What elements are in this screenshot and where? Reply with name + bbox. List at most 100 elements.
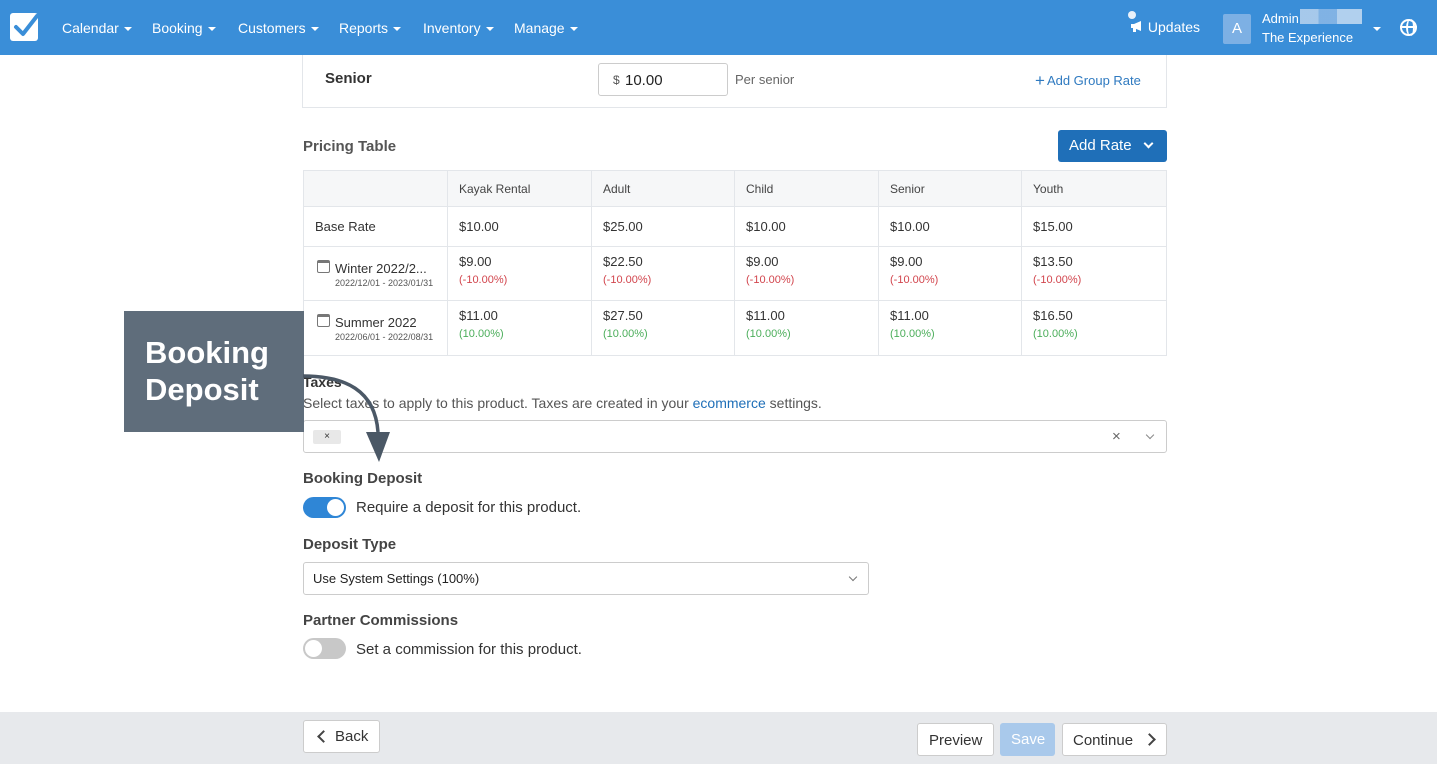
- caret-down-icon: [485, 27, 494, 32]
- caret-down-icon: [393, 27, 402, 32]
- continue-button[interactable]: Continue: [1062, 723, 1167, 756]
- redacted-name: [1300, 9, 1362, 24]
- table-cell: $9.00: [459, 254, 492, 269]
- percent-change: (-10.00%): [1033, 274, 1082, 286]
- nav-customers[interactable]: Customers: [238, 20, 319, 36]
- percent-change: (-10.00%): [890, 274, 939, 286]
- table-cell: $13.50: [1033, 254, 1073, 269]
- select-value: Use System Settings (100%): [313, 571, 480, 586]
- price-value[interactable]: 10.00: [625, 72, 663, 89]
- row-label: Base Rate: [315, 219, 376, 234]
- table-cell: $22.50: [603, 254, 643, 269]
- megaphone-icon: [1131, 21, 1141, 32]
- percent-change: (-10.00%): [603, 274, 652, 286]
- column-header: Senior: [890, 182, 925, 196]
- table-cell: $11.00: [746, 308, 785, 323]
- percent-change: (10.00%): [603, 328, 648, 340]
- table-cell: $15.00: [1033, 219, 1073, 234]
- callout-line: Booking: [145, 335, 269, 370]
- toggle-knob: [305, 640, 322, 657]
- deposit-type-title: Deposit Type: [303, 536, 397, 553]
- nav-booking[interactable]: Booking: [152, 20, 216, 36]
- clear-icon[interactable]: ×: [1112, 428, 1121, 445]
- ecommerce-link[interactable]: ecommerce: [692, 395, 766, 411]
- column-header: Youth: [1033, 182, 1064, 196]
- updates-link[interactable]: Updates: [1130, 19, 1200, 35]
- calendar-icon: [317, 314, 330, 327]
- top-navbar: Calendar Booking Customers Reports Inven…: [0, 0, 1437, 55]
- table-cell: $9.00: [890, 254, 923, 269]
- caret-down-icon: [123, 27, 132, 32]
- chevron-down-icon: [848, 572, 858, 582]
- footer-bar: [0, 712, 1437, 764]
- date-range: 2022/12/01 - 2023/01/31: [335, 278, 434, 288]
- row-label[interactable]: Summer 2022: [335, 315, 417, 330]
- table-cell: $16.50: [1033, 308, 1073, 323]
- nav-manage[interactable]: Manage: [514, 20, 578, 36]
- caret-down-icon: [569, 27, 578, 32]
- row-label[interactable]: Winter 2022/2...: [335, 261, 427, 276]
- preview-button[interactable]: Preview: [917, 723, 994, 756]
- company-name[interactable]: The Experience: [1262, 30, 1354, 45]
- rate-unit: Per senior: [735, 72, 795, 87]
- column-header: Adult: [603, 182, 631, 196]
- pricing-table-title: Pricing Table: [303, 138, 397, 155]
- save-button[interactable]: Save: [1000, 723, 1055, 756]
- table-cell: $25.00: [603, 219, 643, 234]
- callout-arrow-icon: [302, 374, 390, 462]
- rate-card: [302, 55, 1167, 108]
- deposit-toggle[interactable]: [303, 497, 346, 518]
- caret-down-icon: [310, 27, 319, 32]
- booking-deposit-title: Booking Deposit: [303, 470, 423, 487]
- table-cell: $10.00: [459, 219, 499, 234]
- chevron-right-icon: [1143, 733, 1156, 746]
- deposit-toggle-label: Require a deposit for this product.: [356, 499, 582, 516]
- table-cell: $10.00: [890, 219, 930, 234]
- commission-toggle-label: Set a commission for this product.: [356, 641, 582, 658]
- avatar[interactable]: A: [1223, 14, 1251, 44]
- plus-icon: +: [1035, 71, 1045, 90]
- table-cell: $27.50: [603, 308, 643, 323]
- notification-dot-icon: [1128, 11, 1136, 19]
- percent-change: (-10.00%): [746, 274, 795, 286]
- rate-label: Senior: [325, 70, 372, 87]
- percent-change: (10.00%): [1033, 328, 1078, 340]
- partner-commissions-title: Partner Commissions: [303, 612, 459, 629]
- percent-change: (10.00%): [459, 328, 504, 340]
- pricing-table: Kayak Rental Adult Child Senior Youth Ba…: [303, 170, 1167, 356]
- taxes-select[interactable]: × ×: [303, 420, 1167, 453]
- chevron-down-icon: [1143, 138, 1154, 149]
- nav-reports[interactable]: Reports: [339, 20, 402, 36]
- date-range: 2022/06/01 - 2022/08/31: [335, 332, 434, 342]
- table-cell: $10.00: [746, 219, 786, 234]
- percent-change: (10.00%): [746, 328, 791, 340]
- deposit-type-select[interactable]: Use System Settings (100%): [303, 562, 869, 595]
- add-rate-button[interactable]: Add Rate: [1058, 130, 1167, 162]
- chevron-left-icon: [317, 730, 330, 743]
- commission-toggle[interactable]: [303, 638, 346, 659]
- add-group-rate-link[interactable]: + Add Group Rate: [1035, 71, 1141, 90]
- admin-name[interactable]: Admin: [1262, 11, 1299, 26]
- table-cell: $11.00: [459, 308, 498, 323]
- percent-change: (10.00%): [890, 328, 935, 340]
- annotation-callout: Booking Deposit: [124, 311, 304, 432]
- checkmark-logo-icon[interactable]: [10, 13, 38, 41]
- table-cell: $11.00: [890, 308, 929, 323]
- percent-change: (-10.00%): [459, 274, 508, 286]
- chevron-down-icon[interactable]: [1145, 430, 1155, 440]
- callout-line: Deposit: [145, 372, 259, 407]
- back-button[interactable]: Back: [303, 720, 380, 753]
- table-cell: $9.00: [746, 254, 779, 269]
- toggle-knob: [327, 499, 344, 516]
- column-header: Child: [746, 182, 774, 196]
- caret-down-icon: [207, 27, 216, 32]
- currency-symbol: $: [613, 73, 620, 87]
- caret-down-icon[interactable]: [1373, 27, 1381, 31]
- globe-icon[interactable]: [1400, 19, 1417, 36]
- calendar-icon: [317, 260, 330, 273]
- nav-inventory[interactable]: Inventory: [423, 20, 494, 36]
- taxes-description: Select taxes to apply to this product. T…: [303, 395, 822, 411]
- tax-chip-remove[interactable]: ×: [313, 430, 341, 444]
- senior-price-input[interactable]: $ 10.00: [598, 63, 728, 96]
- nav-calendar[interactable]: Calendar: [62, 20, 132, 36]
